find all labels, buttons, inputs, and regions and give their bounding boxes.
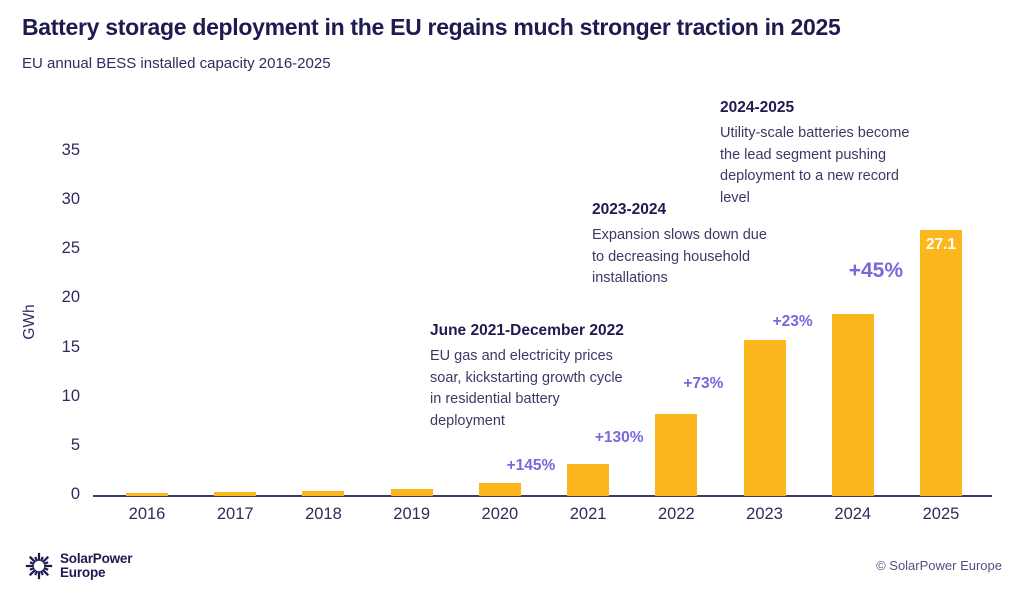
bar-2021 bbox=[567, 463, 610, 496]
annotation-2023-2024: 2023-2024 Expansion slows down due to de… bbox=[592, 201, 767, 290]
logo-line-1: SolarPower bbox=[60, 551, 133, 566]
x-axis-label-2025: 2025 bbox=[922, 505, 960, 523]
growth-label-2022-2023: +73% bbox=[683, 375, 724, 393]
x-axis-line bbox=[93, 495, 992, 497]
annotation-heading: 2024-2025 bbox=[720, 99, 795, 116]
y-tick-label-15: 15 bbox=[61, 337, 80, 356]
bar-2020 bbox=[478, 483, 521, 496]
x-axis-label-2021: 2021 bbox=[569, 505, 607, 523]
annotation-text-line: deployment bbox=[430, 412, 505, 429]
copyright-notice: © SolarPower Europe bbox=[876, 558, 1002, 573]
bar-2023 bbox=[743, 339, 786, 496]
bar-2025 bbox=[919, 229, 962, 496]
y-tick-label-25: 25 bbox=[61, 239, 80, 258]
bar-2018 bbox=[302, 490, 345, 496]
annotation-text-line: Expansion slows down due bbox=[592, 227, 767, 243]
annotation-heading: 2023-2024 bbox=[592, 201, 667, 218]
annotation-text-line: level bbox=[720, 189, 750, 206]
sunburst-icon bbox=[25, 552, 53, 580]
y-tick-label-0: 0 bbox=[70, 485, 80, 503]
annotation-heading: June 2021-December 2022 bbox=[430, 322, 624, 339]
logo-line-2: Europe bbox=[60, 565, 106, 580]
annotation-text-line: deployment to a new record bbox=[720, 168, 899, 184]
annotation-june-2021-december-2022: June 2021-December 2022 EU gas and elect… bbox=[430, 322, 624, 432]
annotation-text-line: Utility-scale batteries become bbox=[720, 125, 910, 141]
page-title: Battery storage deployment in the EU reg… bbox=[22, 14, 841, 40]
bar-2016 bbox=[126, 493, 168, 496]
bar-2022 bbox=[655, 414, 698, 496]
x-axis-label-2023: 2023 bbox=[746, 505, 783, 523]
x-axis-label-2022: 2022 bbox=[657, 505, 695, 523]
bar-2019 bbox=[390, 489, 433, 496]
growth-label-2024-2025: +45% bbox=[848, 259, 904, 283]
x-axis-label-2024: 2024 bbox=[834, 505, 872, 523]
growth-label-2020-2021: +145% bbox=[506, 457, 556, 475]
growth-label-2023-2024: +23% bbox=[772, 312, 813, 330]
annotation-text-line: EU gas and electricity prices bbox=[430, 348, 613, 364]
x-axis-label-2016: 2016 bbox=[128, 505, 166, 523]
bar-value-label-2025: 27.1 bbox=[925, 235, 957, 253]
y-axis-title: GWh bbox=[21, 304, 38, 340]
logo-wordmark: SolarPower Europe bbox=[60, 552, 132, 580]
solarpower-europe-logo: SolarPower Europe bbox=[24, 551, 132, 581]
growth-label-2021-2022: +130% bbox=[594, 428, 644, 446]
x-axis-label-2019: 2019 bbox=[393, 505, 431, 523]
x-axis-label-2020: 2020 bbox=[481, 505, 519, 523]
y-tick-label-5: 5 bbox=[70, 435, 80, 454]
annotation-text-line: soar, kickstarting growth cycle bbox=[430, 369, 623, 386]
x-axis-label-2017: 2017 bbox=[216, 505, 254, 523]
y-tick-label-20: 20 bbox=[61, 288, 80, 307]
x-axis-label-2018: 2018 bbox=[305, 505, 342, 523]
page-subtitle: EU annual BESS installed capacity 2016-2… bbox=[22, 55, 331, 72]
y-tick-label-35: 35 bbox=[61, 140, 80, 159]
bar-2017 bbox=[214, 492, 257, 496]
annotation-text-line: in residential battery bbox=[430, 391, 560, 407]
y-tick-label-30: 30 bbox=[61, 190, 80, 209]
annotation-text-line: installations bbox=[592, 270, 668, 286]
annotation-text-line: the lead segment pushing bbox=[720, 146, 887, 163]
bar-2024 bbox=[831, 314, 874, 496]
annotation-2024-2025: 2024-2025 Utility-scale batteries become… bbox=[720, 99, 909, 209]
annotation-text-line: to decreasing household bbox=[592, 248, 751, 265]
y-tick-label-10: 10 bbox=[61, 386, 80, 405]
